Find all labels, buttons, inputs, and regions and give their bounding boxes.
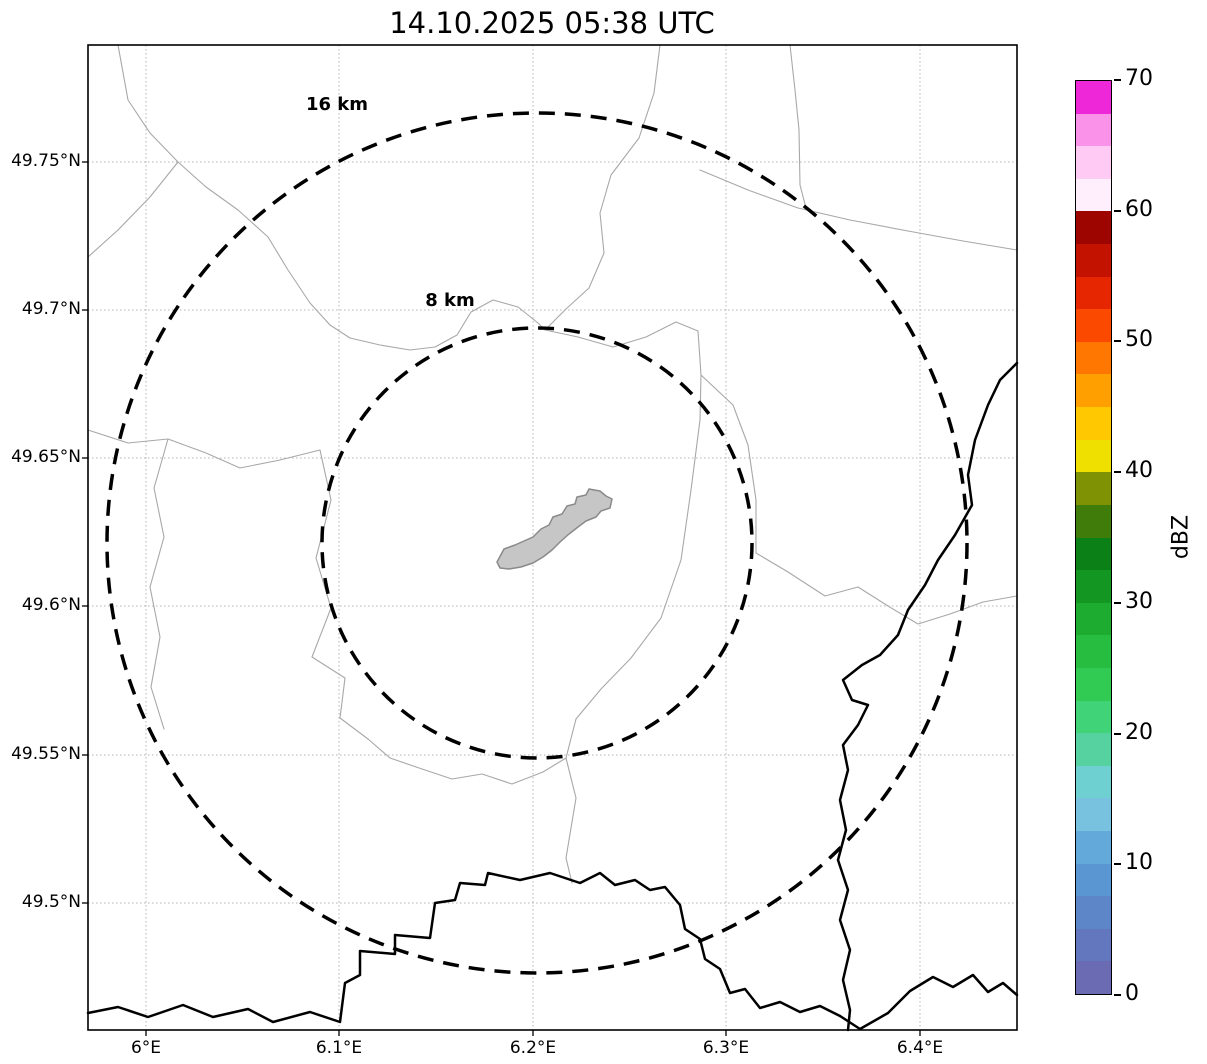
colorbar-segment [1076, 602, 1111, 636]
colorbar-tick-label: 70 [1125, 66, 1153, 91]
x-tick-label: 6.3°E [702, 1038, 750, 1058]
colorbar-segment [1076, 928, 1111, 962]
x-tick-label: 6.2°E [509, 1038, 557, 1058]
colorbar-segment [1076, 113, 1111, 147]
colorbar-segment [1076, 961, 1111, 995]
colorbar-tick-label: 50 [1125, 327, 1153, 353]
colorbar-unit-label: dBZ [1168, 514, 1194, 560]
colorbar-segment [1076, 276, 1111, 310]
colorbar-tick-mark [1114, 732, 1121, 735]
country-border-line [86, 871, 842, 1024]
boundary-line [149, 438, 169, 730]
colorbar-tick-label: 30 [1125, 588, 1153, 614]
colorbar-segment [1076, 374, 1111, 408]
country-border-line [836, 361, 1019, 1032]
colorbar-tick-label: 0 [1125, 981, 1139, 1006]
colorbar-segment [1076, 81, 1111, 114]
y-tick-label: 49.75°N [11, 151, 81, 171]
colorbar-segment [1076, 863, 1111, 897]
boundary-line [700, 374, 1018, 625]
colorbar-segment [1076, 798, 1111, 832]
colorbar-segment [1076, 765, 1111, 799]
colorbar-tick-mark [1114, 863, 1121, 866]
colorbar-tick-label: 60 [1125, 196, 1153, 222]
boundary-line [544, 44, 661, 331]
colorbar-segment [1076, 831, 1111, 864]
map-frame [87, 44, 1018, 1031]
colorbar-segment [1076, 570, 1111, 603]
colorbar-tick-label: 10 [1125, 850, 1153, 876]
country-border-line [838, 973, 1019, 1031]
colorbar-segment [1076, 896, 1111, 929]
colorbar-segment [1076, 309, 1111, 342]
colorbar-segment [1076, 504, 1111, 538]
colorbar-segment [1076, 211, 1111, 245]
colorbar-tick-mark [1114, 79, 1121, 81]
colorbar-tick-label: 20 [1125, 719, 1153, 745]
colorbar [1075, 80, 1112, 995]
y-tick-label: 49.55°N [11, 744, 81, 764]
colorbar-segment [1076, 700, 1111, 734]
boundary-line [87, 429, 391, 759]
colorbar-segment [1076, 472, 1111, 505]
colorbar-segment [1076, 146, 1111, 179]
y-tick-label: 49.5°N [21, 892, 81, 912]
colorbar-segment [1076, 407, 1111, 440]
range-ring-label-16km: 16 km [305, 94, 369, 115]
boundary-line [544, 321, 702, 884]
y-tick-label: 49.7°N [21, 299, 81, 319]
colorbar-tick-label: 40 [1125, 458, 1153, 484]
colorbar-tick-mark [1114, 994, 1121, 996]
colorbar-tick-mark [1114, 209, 1121, 212]
colorbar-segment [1076, 244, 1111, 277]
colorbar-segment [1076, 537, 1111, 571]
boundary-line [389, 757, 567, 785]
airport-polygon [496, 488, 613, 570]
boundary-line [789, 44, 807, 209]
colorbar-segment [1076, 439, 1111, 473]
range-ring [105, 111, 969, 975]
colorbar-tick-mark [1114, 471, 1121, 474]
colorbar-tick-mark [1114, 340, 1121, 343]
range-ring-label-8km: 8 km [425, 290, 475, 311]
colorbar-segment [1076, 667, 1111, 701]
colorbar-segment [1076, 178, 1111, 212]
y-tick-label: 49.65°N [11, 447, 81, 467]
x-tick-label: 6.4°E [896, 1038, 944, 1058]
colorbar-segment [1076, 341, 1111, 375]
x-tick-label: 6°E [130, 1038, 162, 1058]
range-ring [320, 326, 754, 760]
colorbar-segment [1076, 635, 1111, 668]
x-tick-label: 6.1°E [315, 1038, 363, 1058]
figure-title: 14.10.2025 05:38 UTC [389, 6, 715, 40]
y-tick-label: 49.6°N [21, 595, 81, 615]
boundary-line [117, 44, 546, 351]
colorbar-segment [1076, 733, 1111, 766]
boundary-line [699, 169, 1018, 251]
map-area: 16 km 8 km [82, 44, 1019, 1036]
boundary-line [87, 161, 179, 258]
colorbar-tick-mark [1114, 601, 1121, 604]
map-plot [82, 44, 1019, 1036]
